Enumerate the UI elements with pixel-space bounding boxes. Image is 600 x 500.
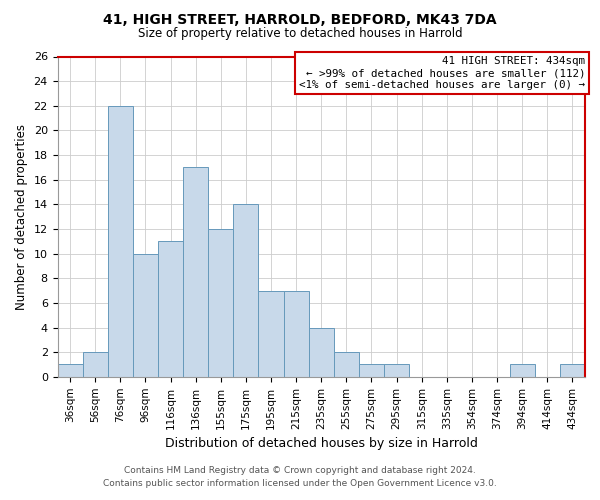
Bar [560, 364, 585, 377]
Bar [309, 328, 334, 377]
Bar [334, 352, 359, 377]
Bar [83, 352, 108, 377]
Y-axis label: Number of detached properties: Number of detached properties [15, 124, 28, 310]
Bar [259, 290, 284, 377]
Bar [183, 168, 208, 377]
Bar [509, 364, 535, 377]
Bar [208, 229, 233, 377]
Bar [133, 254, 158, 377]
Bar [384, 364, 409, 377]
Bar [359, 364, 384, 377]
Text: Size of property relative to detached houses in Harrold: Size of property relative to detached ho… [137, 28, 463, 40]
Text: 41 HIGH STREET: 434sqm
← >99% of detached houses are smaller (112)
<1% of semi-d: 41 HIGH STREET: 434sqm ← >99% of detache… [299, 56, 585, 90]
Bar [284, 290, 309, 377]
Bar [58, 364, 83, 377]
X-axis label: Distribution of detached houses by size in Harrold: Distribution of detached houses by size … [165, 437, 478, 450]
Bar [108, 106, 133, 377]
Text: 41, HIGH STREET, HARROLD, BEDFORD, MK43 7DA: 41, HIGH STREET, HARROLD, BEDFORD, MK43 … [103, 12, 497, 26]
Bar [158, 242, 183, 377]
Bar [233, 204, 259, 377]
Text: Contains HM Land Registry data © Crown copyright and database right 2024.
Contai: Contains HM Land Registry data © Crown c… [103, 466, 497, 487]
